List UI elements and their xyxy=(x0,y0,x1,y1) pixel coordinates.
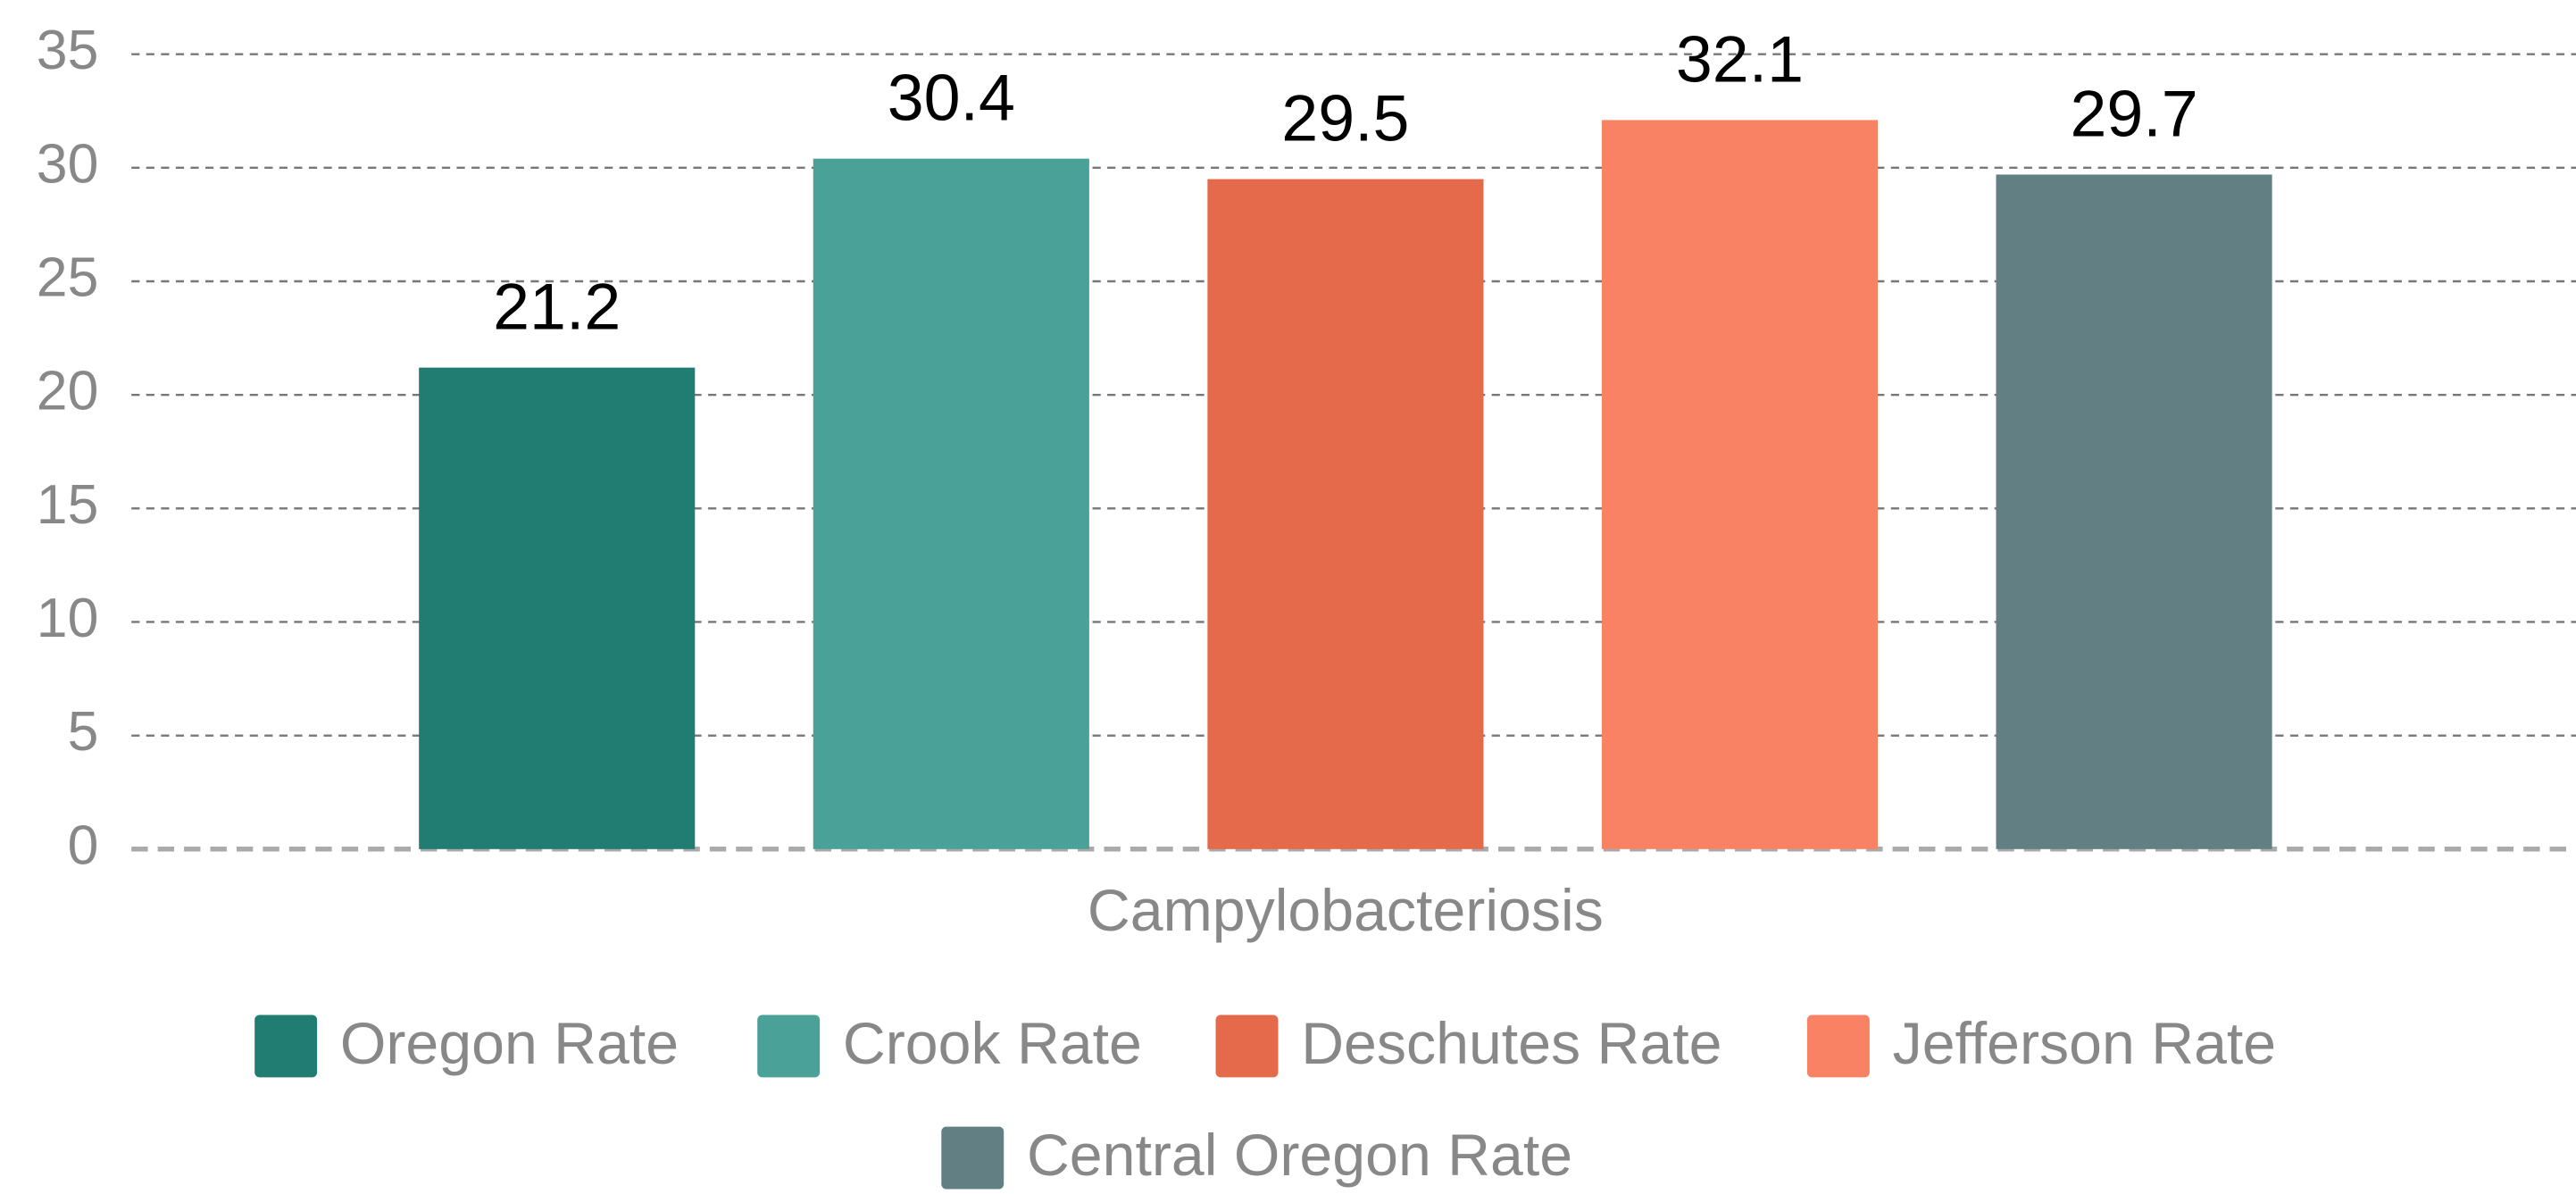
bar xyxy=(813,158,1089,849)
y-tick-label: 30 xyxy=(37,132,99,195)
y-tick-label: 25 xyxy=(37,246,99,309)
legend-swatch xyxy=(1215,1014,1279,1078)
y-tick-label: 10 xyxy=(37,587,99,649)
legend-label: Oregon Rate xyxy=(340,1011,679,1077)
y-tick-label: 0 xyxy=(68,814,99,876)
bar xyxy=(419,367,696,849)
bar xyxy=(1996,174,2272,849)
legend-swatch xyxy=(757,1014,821,1078)
bar xyxy=(1601,120,1879,849)
value-label: 32.1 xyxy=(1676,21,1804,96)
y-tick-label: 35 xyxy=(37,19,99,81)
legend-label: Central Oregon Rate xyxy=(1027,1123,1572,1189)
legend-label: Jefferson Rate xyxy=(1893,1011,2277,1077)
y-tick-label: 5 xyxy=(68,700,99,763)
bar xyxy=(1207,179,1484,849)
legend-swatch xyxy=(941,1126,1005,1190)
legend-label: Crook Rate xyxy=(843,1011,1142,1077)
value-label: 29.7 xyxy=(2070,76,2197,150)
value-label: 21.2 xyxy=(493,270,621,344)
y-tick-label: 15 xyxy=(37,473,99,536)
legend-swatch xyxy=(1806,1014,1870,1078)
y-tick-label: 20 xyxy=(37,360,99,422)
value-label: 29.5 xyxy=(1281,80,1409,154)
legend-swatch xyxy=(254,1014,318,1078)
legend-label: Deschutes Rate xyxy=(1301,1011,1722,1077)
value-label: 30.4 xyxy=(888,61,1015,135)
x-tick-label: Campylobacteriosis xyxy=(1088,878,1604,944)
